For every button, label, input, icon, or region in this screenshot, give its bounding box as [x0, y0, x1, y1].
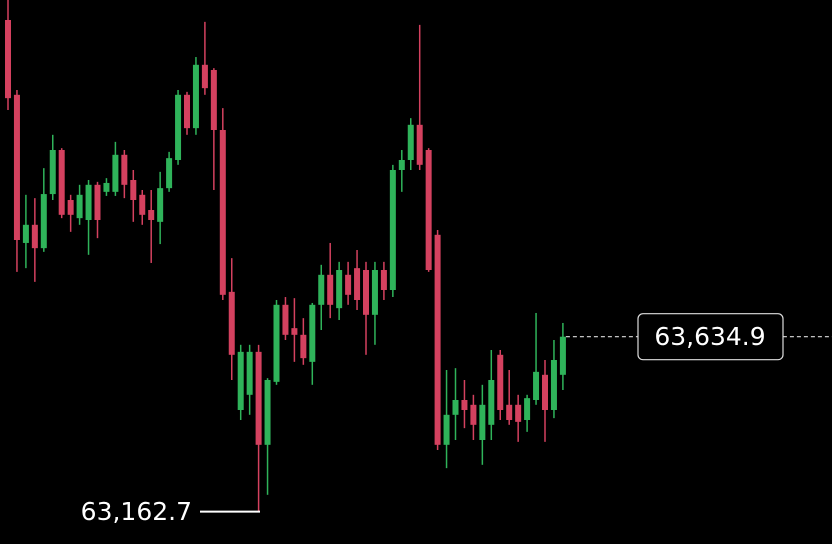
- candle-body: [103, 182, 110, 192]
- candle-body: [210, 70, 217, 130]
- candle-body: [363, 270, 369, 315]
- candle-body: [94, 184, 101, 220]
- candle-body: [273, 304, 280, 382]
- candle-body: [309, 304, 316, 362]
- candle-body: [559, 336, 566, 375]
- candle-body: [345, 274, 352, 295]
- candle-body: [506, 404, 513, 420]
- last-price-label: 63,634.9: [654, 322, 765, 351]
- candle-body: [398, 160, 405, 170]
- candle-body: [31, 224, 38, 249]
- candle-body: [49, 150, 56, 195]
- candle-body: [282, 304, 289, 335]
- candle-body: [85, 184, 92, 220]
- candle-body: [371, 270, 378, 315]
- candle-body: [389, 170, 396, 290]
- candle-body: [497, 354, 504, 410]
- candle-body: [58, 150, 65, 215]
- candle-body: [291, 328, 298, 335]
- candle-body: [148, 210, 155, 220]
- candle-body: [192, 64, 199, 129]
- candle-body: [201, 64, 208, 89]
- candle-body: [139, 194, 146, 215]
- candle-body: [479, 404, 486, 440]
- candle-body: [219, 130, 226, 295]
- candle-body: [13, 94, 20, 240]
- candle-body: [524, 398, 531, 420]
- candle-body: [318, 274, 325, 305]
- candle-body: [228, 291, 235, 355]
- candle-body: [112, 154, 119, 192]
- candle-body: [407, 124, 414, 160]
- candle-body: [22, 224, 29, 243]
- candle-body: [515, 404, 522, 422]
- candle-body: [488, 380, 495, 425]
- candle-body: [452, 400, 459, 415]
- candle-body: [470, 404, 477, 425]
- candle-body: [336, 270, 343, 309]
- candle-body: [461, 400, 468, 410]
- candle-body: [175, 94, 182, 160]
- low-marker-label: 63,162.7: [81, 497, 192, 526]
- candle-body: [130, 180, 137, 200]
- candle-body: [157, 188, 164, 222]
- last-price-box: [637, 313, 784, 361]
- candle-body: [166, 158, 173, 189]
- candle-body: [542, 374, 548, 410]
- candle-body: [5, 20, 11, 99]
- candle-body: [416, 124, 423, 165]
- candle-body: [40, 194, 47, 249]
- candle-body: [380, 270, 387, 290]
- candle-body: [354, 268, 361, 300]
- candle-body: [425, 150, 432, 270]
- candle-body: [121, 154, 128, 185]
- candle-body: [533, 371, 540, 400]
- candle-body: [67, 200, 74, 215]
- candle-body: [237, 351, 244, 410]
- candle-body: [550, 360, 557, 410]
- candle-body: [434, 234, 441, 445]
- candle-body: [264, 380, 271, 445]
- candle-body: [443, 414, 450, 445]
- candle-body: [327, 274, 334, 305]
- candle-body: [76, 194, 83, 219]
- candle-body: [184, 94, 190, 129]
- candle-body: [255, 351, 262, 445]
- candle-body: [246, 351, 253, 395]
- candle-body: [300, 334, 307, 359]
